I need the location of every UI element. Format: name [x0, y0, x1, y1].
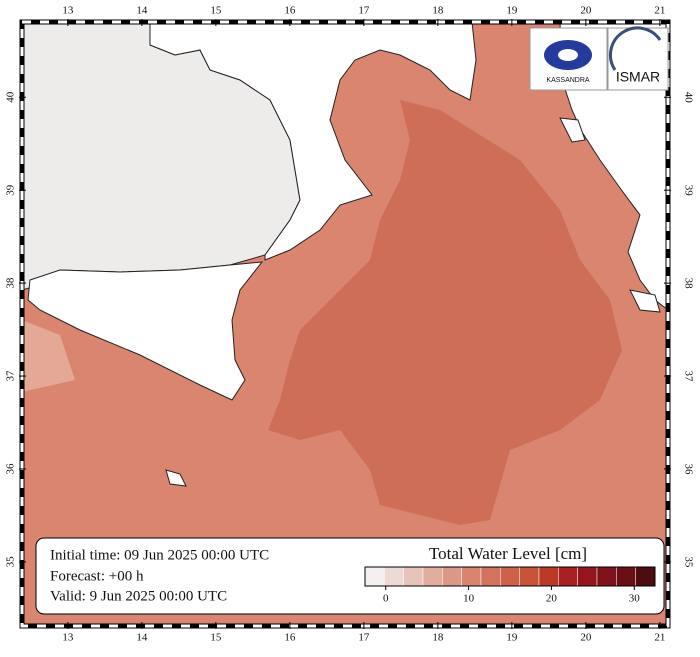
colorbar-label: 0: [383, 593, 389, 605]
lon-label: 16: [284, 632, 296, 644]
forecast: Forecast: +00 h: [50, 568, 144, 584]
lon-label: 13: [62, 5, 74, 17]
colorbar-label: 10: [463, 593, 475, 605]
colorbar-swatch: [577, 566, 598, 587]
lon-label: 18: [432, 632, 444, 644]
lat-label: 38: [682, 278, 694, 290]
lon-label: 20: [580, 632, 592, 644]
initial-time: Initial time: 09 Jun 2025 00:00 UTC: [50, 547, 269, 563]
lon-label: 20: [580, 5, 592, 17]
colorbar-swatch: [403, 566, 424, 587]
colorbar-swatch: [364, 566, 385, 587]
lat-label: 37: [682, 371, 694, 383]
logo-mark: [608, 26, 662, 71]
colorbar-swatch: [480, 566, 501, 587]
lon-label: 15: [210, 5, 222, 17]
lat-label: 40: [682, 92, 694, 104]
colorbar-swatch: [442, 566, 462, 587]
lon-label: 16: [284, 5, 296, 17]
island: [165, 469, 187, 487]
colorbar-swatch: [422, 566, 443, 587]
lon-label: 21: [654, 632, 665, 644]
colorbar-label: 30: [629, 593, 641, 605]
lat-label: 38: [5, 277, 17, 289]
sea-shade: [268, 100, 622, 525]
lon-label: 14: [136, 632, 148, 644]
colorbar-swatch: [500, 566, 520, 587]
land-sicily: [27, 261, 264, 401]
frame-dash: [20, 20, 670, 628]
colorbar-swatch: [616, 566, 636, 587]
logo-text: KASSANDRA: [546, 77, 590, 84]
legend-box: [35, 537, 665, 615]
lon-label: 19: [506, 632, 518, 644]
lat-label: 35: [5, 556, 17, 568]
lat-label: 37: [5, 370, 17, 382]
colorbar-border: [364, 566, 656, 587]
lat-label: 40: [5, 91, 17, 103]
lon-label: 15: [210, 632, 222, 644]
sea-shade: [22, 320, 75, 392]
land-italy: [149, 21, 477, 261]
lon-label: 21: [654, 5, 665, 17]
lat-label: 39: [682, 185, 694, 197]
colorbar-swatch: [538, 566, 559, 587]
colorbar-swatch: [596, 566, 617, 587]
colorbar-swatch: [558, 566, 578, 587]
colorbar-swatch: [384, 566, 404, 587]
lon-label: 18: [432, 5, 444, 17]
colorbar-label: 20: [546, 593, 558, 605]
lon-label: 17: [358, 5, 370, 17]
lon-label: 19: [506, 5, 518, 17]
lat-label: 36: [5, 463, 17, 475]
lat-label: 36: [682, 463, 694, 475]
logo-mark: [558, 49, 578, 61]
lon-label: 14: [136, 5, 148, 17]
colorbar-swatch: [461, 566, 482, 587]
colorbar-swatch: [635, 566, 656, 587]
logo-text: ISMAR: [616, 69, 660, 85]
lat-label: 35: [682, 556, 694, 568]
colorbar-title: Total Water Level [cm]: [429, 544, 587, 563]
valid-time: Valid: 9 Jun 2025 00:00 UTC: [50, 588, 227, 604]
lon-label: 13: [62, 632, 74, 644]
lon-label: 17: [358, 632, 370, 644]
island: [629, 289, 661, 313]
lat-label: 39: [5, 184, 17, 196]
island: [559, 117, 586, 143]
colorbar-swatch: [519, 566, 540, 587]
